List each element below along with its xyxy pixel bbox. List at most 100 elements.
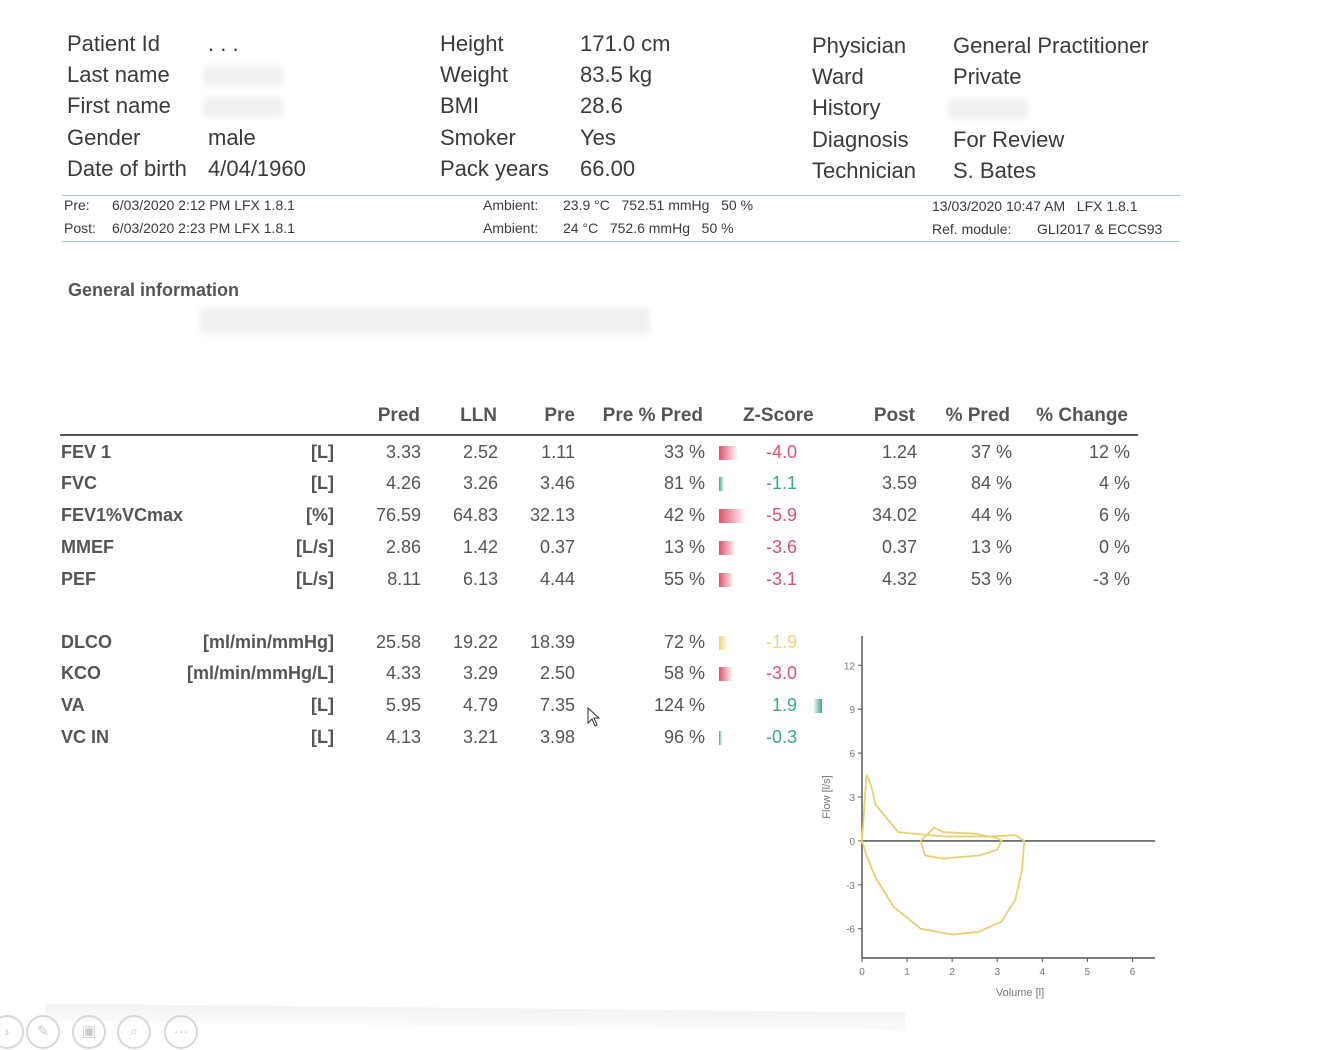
more-icon[interactable]: ···	[164, 1015, 198, 1049]
patient-field-label: Physician	[812, 33, 907, 58]
parameter-unit: [L/s]	[296, 569, 334, 589]
cell-pre-pct-pred: 55 %	[663, 569, 705, 589]
z-score-bar	[719, 446, 738, 460]
pre-session-value: 6/03/2020 2:12 PM LFX 1.8.1	[112, 197, 295, 213]
cell-pre: 1.11	[541, 442, 575, 462]
cell-z-score: -3.6	[765, 537, 797, 557]
series-line-0	[861, 774, 1026, 936]
cell-z-score: -1.9	[765, 632, 797, 652]
y-axis-label: Flow [l/s]	[821, 775, 833, 818]
x-tick-label: 1	[904, 967, 910, 978]
cell-post-pct-pred: 53 %	[970, 569, 1012, 589]
cell-pred: 2.86	[385, 537, 421, 557]
cell-post-pct-pred: 37 %	[970, 442, 1012, 462]
z-score-bar	[813, 699, 822, 713]
cell-post-pct-pred: 13 %	[970, 537, 1012, 557]
redacted-value	[203, 66, 283, 86]
redacted-text	[200, 308, 650, 334]
post-session-label: Post:	[64, 220, 96, 236]
table-header-4: Z-Score	[743, 405, 814, 426]
patient-field-value: 83.5 kg	[580, 62, 653, 87]
cell-pre: 3.46	[539, 473, 575, 493]
arrow-icon[interactable]: ›	[0, 1015, 24, 1049]
bottom-rule	[62, 241, 1180, 242]
cell-lln: 3.21	[462, 727, 498, 747]
patient-field-value: male	[208, 125, 256, 150]
cell-pre-pct-pred: 42 %	[663, 505, 705, 525]
parameter-unit: [%]	[306, 505, 334, 525]
y-tick-label: 3	[849, 793, 855, 804]
cell-lln: 1.42	[462, 537, 498, 557]
patient-field-label: BMI	[440, 93, 480, 118]
post-session-value: 6/03/2020 2:23 PM LFX 1.8.1	[112, 220, 295, 236]
cell-post: 1.24	[881, 442, 917, 462]
patient-field-label: Date of birth	[67, 156, 187, 181]
cell-z-score: -3.1	[765, 569, 797, 589]
pen-icon[interactable]: ✎	[26, 1015, 60, 1049]
cell-pred: 5.95	[385, 695, 421, 715]
table-header-1: LLN	[460, 405, 497, 426]
patient-field-label: Smoker	[440, 125, 516, 150]
pre-session-label: Pre:	[64, 197, 90, 213]
parameter-name: FVC	[61, 473, 97, 493]
parameter-unit: [ml/min/mmHg]	[202, 632, 334, 652]
parameter-name: FEV 1	[61, 442, 112, 462]
cell-pre-pct-pred: 96 %	[663, 727, 705, 747]
cell-post-pct-pred: 84 %	[970, 473, 1012, 493]
cell-pre: 32.13	[529, 505, 575, 525]
ambient-post-value: 24 °C 752.6 mmHg 50 %	[563, 220, 734, 236]
x-tick-label: 5	[1085, 967, 1091, 978]
x-tick-label: 6	[1130, 967, 1136, 978]
ref-module-label: Ref. module:	[932, 221, 1012, 237]
patient-field-label: History	[812, 95, 881, 120]
patient-field-label: Ward	[812, 64, 864, 89]
patient-field-label: Diagnosis	[812, 127, 909, 152]
cell-pred: 4.26	[385, 473, 421, 493]
cell-post-pct-pred: 44 %	[970, 505, 1012, 525]
parameter-name: DLCO	[61, 632, 112, 652]
cell-pre: 2.50	[539, 663, 575, 683]
cell-post: 3.59	[881, 473, 917, 493]
table-header-rule	[60, 434, 1138, 436]
y-tick-label: -3	[846, 881, 855, 892]
table-header-5: Post	[873, 405, 915, 426]
cell-lln: 64.83	[452, 505, 498, 525]
copy-icon[interactable]: ▣	[72, 1015, 106, 1049]
patient-field-label: Gender	[67, 125, 141, 150]
cell-pred: 25.58	[375, 632, 421, 652]
cell-z-score: -4.0	[765, 442, 797, 462]
cell-lln: 2.52	[462, 442, 498, 462]
x-axis-label: Volume [l]	[996, 987, 1044, 999]
cell-lln: 3.29	[462, 663, 498, 683]
cell-lln: 3.26	[462, 473, 498, 493]
patient-field-label: Technician	[812, 158, 916, 183]
parameter-name: KCO	[61, 663, 101, 683]
cell-pre: 3.98	[539, 727, 575, 747]
z-score-bar	[719, 477, 724, 491]
parameter-unit: [ml/min/mmHg/L]	[187, 663, 334, 683]
x-tick-label: 4	[1040, 967, 1046, 978]
cell-z-score: -5.9	[765, 505, 797, 525]
table-header-2: Pre	[544, 405, 575, 426]
cell-pre-pct-pred: 33 %	[663, 442, 705, 462]
cell-post: 4.32	[881, 569, 917, 589]
ref-module-value: GLI2017 & ECCS93	[1037, 221, 1163, 237]
cell-pred: 3.33	[385, 442, 421, 462]
cell-pre-pct-pred: 58 %	[663, 663, 705, 683]
patient-field-value: S. Bates	[953, 158, 1037, 183]
patient-field-value: 4/04/1960	[208, 156, 306, 181]
zoom-icon[interactable]: ⌕	[117, 1015, 151, 1049]
y-tick-label: 9	[849, 705, 855, 716]
parameter-unit: [L]	[311, 473, 334, 493]
parameter-unit: [L/s]	[296, 537, 334, 557]
cell-pct-change: 6 %	[1098, 505, 1130, 525]
patient-field-label: Patient Id	[67, 31, 160, 56]
y-tick-label: -6	[846, 925, 855, 936]
parameter-unit: [L]	[311, 727, 334, 747]
redacted-value	[203, 97, 283, 117]
parameter-name: PEF	[61, 569, 97, 589]
cell-pre: 7.35	[539, 695, 575, 715]
y-tick-label: 6	[849, 749, 855, 760]
cell-pre-pct-pred: 13 %	[663, 537, 705, 557]
